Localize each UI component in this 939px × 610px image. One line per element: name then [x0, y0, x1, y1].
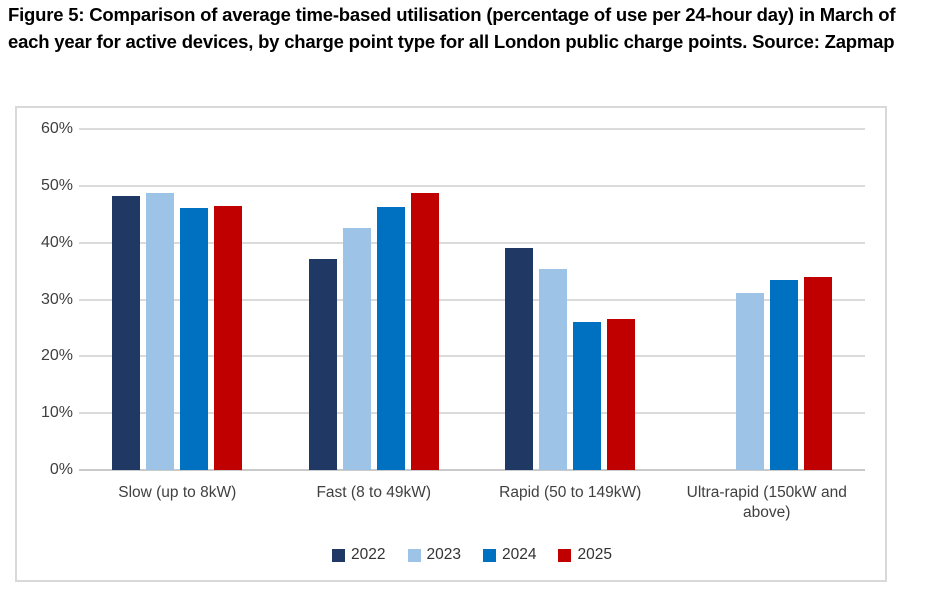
y-tick-label-10: 10%	[40, 404, 73, 422]
legend-swatch-2025	[558, 548, 572, 562]
x-category-label-1: Slow (up to 8kW)	[118, 484, 237, 501]
gridline-50	[79, 184, 865, 187]
bar-2022-category-3	[505, 247, 534, 470]
bar-2022-category-2	[308, 258, 337, 470]
legend-item-2023: 2023	[407, 546, 461, 564]
legend-swatch-2023	[407, 548, 421, 562]
y-axis: 0% 10% 20% 30% 40% 50% 60%	[29, 120, 73, 478]
x-axis-labels: Slow (up to 8kW) Fast (8 to 49kW) Rapid (5…	[79, 483, 865, 523]
bar-2024-category-3	[573, 321, 602, 470]
y-tick-label-20: 20%	[40, 347, 73, 365]
bar-2023-category-2	[342, 228, 371, 470]
legend-item-2022: 2022	[332, 546, 386, 564]
bar-2024-category-2	[376, 206, 405, 470]
y-tick-label-60: 60%	[40, 120, 73, 137]
figure-title: Figure 5: Comparison of average time-bas…	[8, 4, 896, 52]
gridline-60	[79, 128, 865, 130]
x-category-label-2: Fast (8 to 49kW)	[316, 484, 432, 501]
bar-group-1	[79, 129, 276, 470]
bar-2025-category-3	[607, 318, 636, 470]
y-tick-label-30: 30%	[40, 290, 73, 308]
bar-2024-category-4	[769, 279, 798, 470]
gridline-0	[79, 469, 865, 471]
y-tick-label-40: 40%	[40, 233, 73, 251]
bar-groups	[79, 129, 865, 470]
bar-group-4	[669, 129, 866, 470]
plot-area	[79, 128, 865, 471]
legend-label-2022: 2022	[351, 546, 386, 563]
legend-swatch-2022	[332, 548, 346, 562]
chart-legend: 2022 2023 2024 2025	[79, 546, 865, 564]
bar-2022-category-1	[112, 196, 141, 470]
x-category-label-3: Rapid (50 to 149kW)	[499, 484, 642, 501]
bar-2025-category-1	[214, 206, 243, 470]
bar-2023-category-3	[539, 268, 568, 470]
gridline-40	[79, 241, 865, 244]
bar-group-3	[472, 129, 669, 470]
legend-item-2024: 2024	[483, 546, 536, 564]
x-category-label-4: Ultra-rapid (150kW and above)	[686, 484, 847, 521]
y-tick-label-50: 50%	[40, 176, 73, 194]
gridline-30	[79, 298, 865, 301]
gridline-10	[79, 412, 865, 415]
y-tick-label-0: 0%	[49, 461, 73, 478]
bar-2025-category-2	[410, 192, 439, 470]
bar-2025-category-4	[803, 276, 832, 470]
legend-item-2025: 2025	[558, 546, 612, 564]
bar-2023-category-1	[146, 192, 175, 470]
gridline-20	[79, 355, 865, 358]
legend-label-2025: 2025	[577, 546, 612, 563]
legend-label-2024: 2024	[502, 546, 537, 563]
legend-swatch-2024	[483, 548, 496, 562]
chart-panel: 0% 10% 20% 30% 40% 50% 60% Slow (up to 8kW) Fas…	[15, 106, 887, 582]
legend-label-2023: 2023	[426, 546, 461, 563]
bar-group-2	[276, 129, 473, 470]
bar-2024-category-1	[180, 208, 209, 470]
bar-2023-category-4	[735, 292, 764, 470]
